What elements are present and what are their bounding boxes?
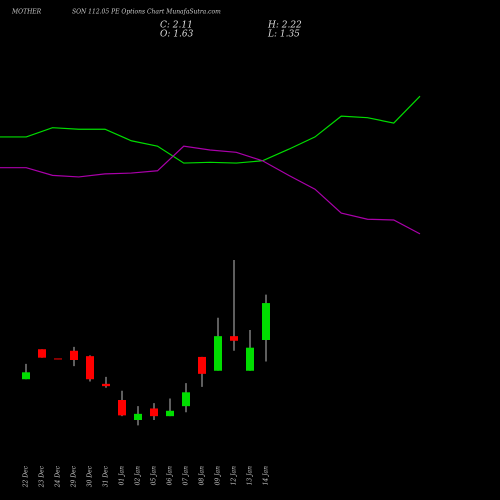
x-tick-label: 24 Dec	[55, 465, 62, 488]
x-tick-label: 08 Jan	[199, 466, 206, 486]
chart-title: MOTHER	[11, 9, 42, 16]
x-tick-label: 30 Dec	[87, 465, 94, 487]
x-tick-label: 05 Jan	[151, 466, 158, 486]
x-tick-label: 12 Jan	[231, 466, 238, 486]
candle-body	[214, 336, 222, 371]
x-tick-label: 14 Jan	[263, 466, 270, 486]
candle-body	[22, 372, 30, 380]
candle-body	[150, 408, 158, 417]
candle-body	[54, 358, 62, 360]
candle-body	[230, 336, 238, 341]
candle-body	[86, 356, 94, 380]
candle-body	[70, 350, 78, 360]
x-tick-label: 29 Dec	[71, 465, 78, 488]
candle-body	[246, 347, 254, 371]
candle-body	[198, 356, 206, 374]
candle-body	[118, 400, 126, 416]
candle-body	[134, 413, 142, 420]
x-tick-label: 02 Jan	[135, 466, 142, 486]
candle-body	[38, 349, 46, 358]
x-tick-label: 01 Jan	[119, 466, 126, 486]
candle-body	[102, 383, 110, 387]
x-tick-label: 13 Jan	[247, 466, 254, 486]
summary-label: H: 2.22	[267, 21, 302, 31]
line-series	[0, 95, 421, 164]
chart-title: SON 112.05 PE Options Chart MunafaSutra.…	[72, 9, 221, 16]
candle-body	[262, 303, 270, 340]
candle-body	[166, 410, 174, 417]
x-tick-label: 23 Dec	[39, 465, 46, 488]
x-tick-label: 07 Jan	[183, 466, 190, 486]
x-tick-label: 06 Jan	[167, 466, 174, 486]
x-tick-label: 22 Dec	[23, 465, 30, 488]
summary-label: C: 2.11	[160, 21, 193, 31]
summary-label: L: 1.35	[267, 30, 300, 40]
x-tick-label: 31 Dec	[103, 465, 110, 487]
candle-body	[182, 392, 190, 407]
summary-label: O: 1.63	[160, 30, 194, 40]
line-series	[0, 145, 421, 235]
x-tick-label: 09 Jan	[215, 466, 222, 486]
